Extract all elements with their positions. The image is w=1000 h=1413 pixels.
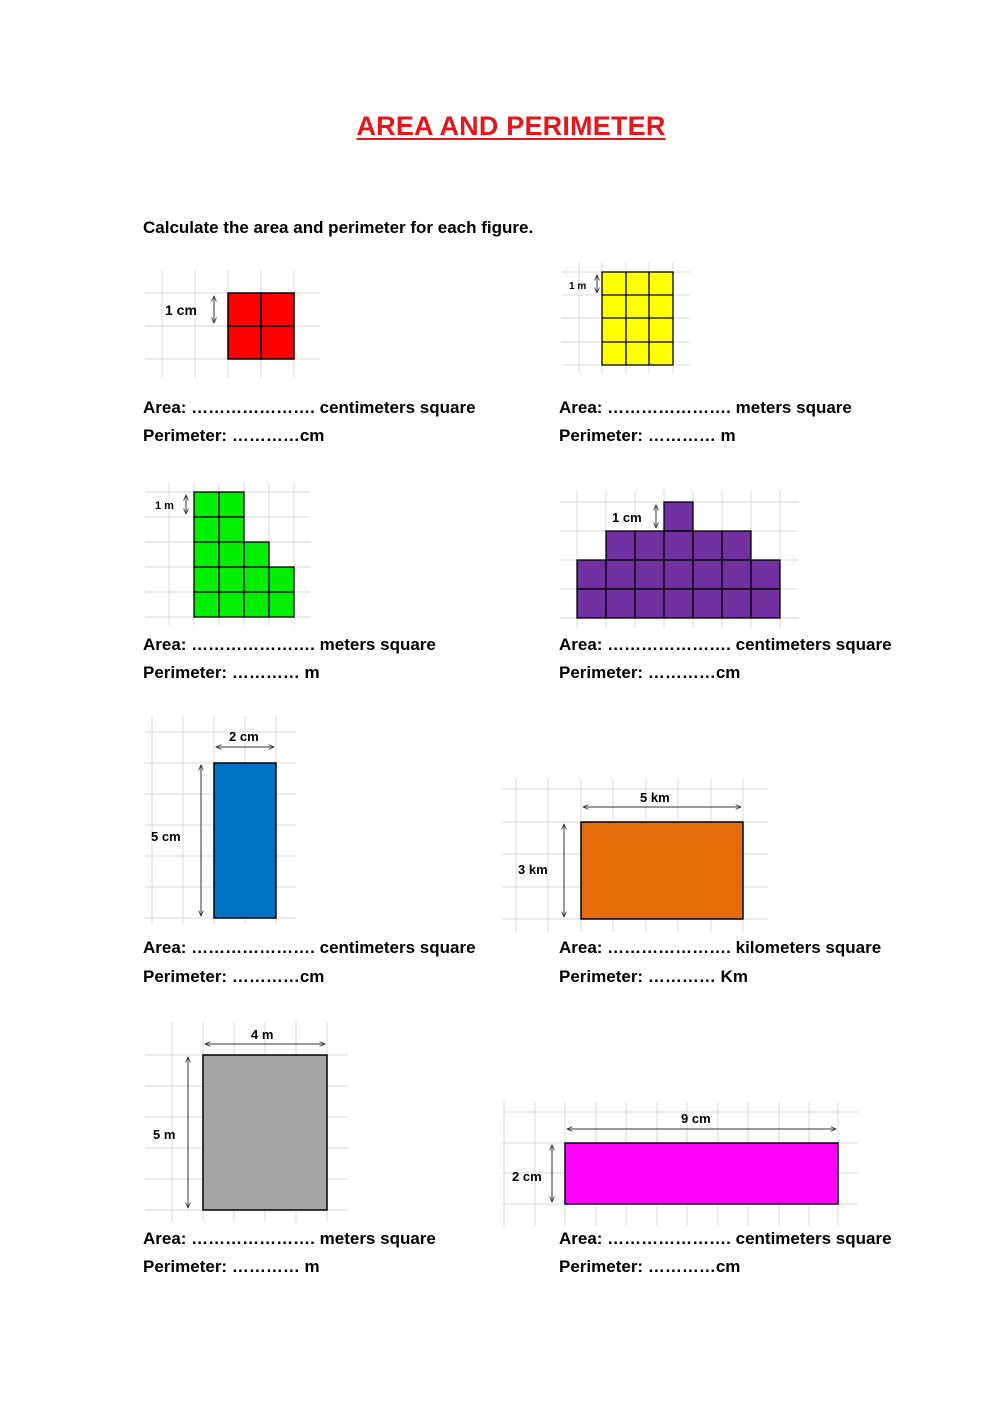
figure-yellow-rectangle: 1 m [562,262,690,374]
perimeter-answer-line: Perimeter: ………… Km [559,967,748,986]
perimeter-answer-line: Perimeter: …………cm [559,1257,741,1276]
width-label: 5 km [640,790,670,805]
unit-label: 1 cm [612,510,642,525]
area-answer-line: Area: …………………. centimeters square [559,635,892,654]
yellow-rectangle-shape [601,271,674,366]
width-label: 2 cm [229,729,259,744]
area-answer-line: Area: …………………. meters square [143,635,436,654]
height-label: 2 cm [512,1169,542,1184]
area-answer-line: Area: …………………. centimeters square [559,1229,892,1248]
area-answer-line: Area: …………………. meters square [143,1229,436,1248]
height-label: 5 m [153,1127,175,1142]
perimeter-answer-line: Perimeter: ………… m [143,1257,320,1276]
figure-purple-stepped-shape: 1 cm [560,490,798,628]
perimeter-answer-line: Perimeter: ………… m [143,663,320,682]
perimeter-answer-line: Perimeter: ………… m [559,426,736,445]
area-answer-line: Area: …………………. centimeters square [143,938,476,957]
unit-label: 1 m [569,281,586,292]
unit-label: 1 m [155,500,174,512]
green-staircase-shape [193,491,295,618]
width-label: 9 cm [681,1111,711,1126]
height-label: 5 cm [151,829,181,844]
orange-rectangle-shape [580,821,744,920]
purple-stepped-shape [576,501,781,619]
height-label: 3 km [518,862,548,877]
instruction-text: Calculate the area and perimeter for eac… [143,218,534,237]
magenta-rectangle-shape [564,1142,839,1205]
area-answer-line: Area: …………………. centimeters square [143,398,476,417]
gray-rectangle-shape [202,1054,328,1211]
perimeter-answer-line: Perimeter: …………cm [559,663,741,682]
blue-rectangle-shape [213,762,277,919]
width-label: 4 m [251,1027,273,1042]
perimeter-answer-line: Perimeter: …………cm [143,967,325,986]
red-square-shape [227,292,295,360]
figure-magenta-rectangle: 9 cm 2 cm [502,1102,858,1226]
figure-red-square: 1 cm [145,270,320,378]
figure-blue-rectangle: 2 cm 5 cm [145,716,296,924]
unit-label: 1 cm [165,302,197,318]
figure-gray-rectangle: 4 m 5 m [145,1022,348,1222]
area-answer-line: Area: …………………. kilometers square [559,938,882,957]
area-answer-line: Area: …………………. meters square [559,398,852,417]
figure-green-staircase: 1 m [145,482,310,625]
page-title: AREA AND PERIMETER [356,111,666,141]
figure-orange-rectangle: 5 km 3 km [502,778,768,932]
perimeter-answer-line: Perimeter: …………cm [143,426,325,445]
